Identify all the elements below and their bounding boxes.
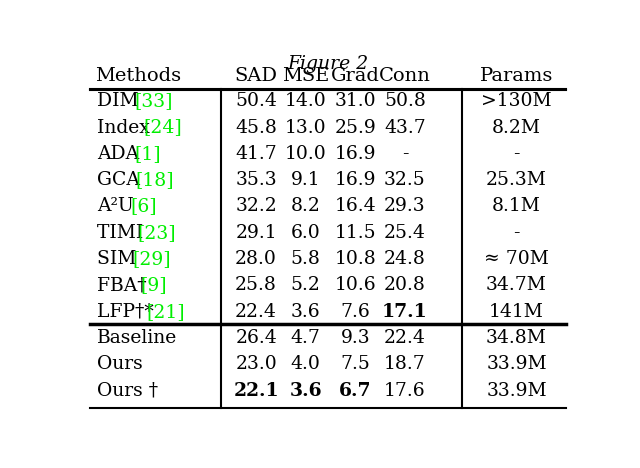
Text: 25.3M: 25.3M (486, 171, 547, 189)
Text: FBA†: FBA† (97, 276, 153, 294)
Text: 13.0: 13.0 (285, 118, 326, 137)
Text: 17.6: 17.6 (384, 381, 426, 400)
Text: 10.8: 10.8 (335, 250, 376, 268)
Text: 10.0: 10.0 (285, 145, 326, 163)
Text: [6]: [6] (131, 197, 157, 215)
Text: 29.1: 29.1 (236, 224, 277, 242)
Text: 3.6: 3.6 (289, 381, 322, 400)
Text: 31.0: 31.0 (335, 92, 376, 110)
Text: >130M: >130M (481, 92, 552, 110)
Text: 32.2: 32.2 (236, 197, 277, 215)
Text: 26.4: 26.4 (236, 329, 277, 347)
Text: 43.7: 43.7 (384, 118, 426, 137)
Text: 25.8: 25.8 (235, 276, 277, 294)
Text: [24]: [24] (143, 118, 182, 137)
Text: [29]: [29] (132, 250, 171, 268)
Text: [33]: [33] (134, 92, 173, 110)
Text: [23]: [23] (138, 224, 177, 242)
Text: 8.1M: 8.1M (492, 197, 541, 215)
Text: DIM: DIM (97, 92, 145, 110)
Text: Ours: Ours (97, 355, 143, 373)
Text: -: - (513, 145, 520, 163)
Text: 45.8: 45.8 (235, 118, 277, 137)
Text: 16.4: 16.4 (335, 197, 376, 215)
Text: SAD: SAD (235, 67, 278, 85)
Text: 8.2M: 8.2M (492, 118, 541, 137)
Text: 25.9: 25.9 (335, 118, 376, 137)
Text: 141M: 141M (489, 303, 544, 321)
Text: 10.6: 10.6 (335, 276, 376, 294)
Text: 34.8M: 34.8M (486, 329, 547, 347)
Text: 24.8: 24.8 (384, 250, 426, 268)
Text: 22.1: 22.1 (233, 381, 279, 400)
Text: Index: Index (97, 118, 156, 137)
Text: 11.5: 11.5 (335, 224, 376, 242)
Text: GCA: GCA (97, 171, 146, 189)
Text: 9.1: 9.1 (291, 171, 321, 189)
Text: 7.5: 7.5 (340, 355, 370, 373)
Text: A²U: A²U (97, 197, 140, 215)
Text: 4.7: 4.7 (291, 329, 321, 347)
Text: 50.4: 50.4 (235, 92, 277, 110)
Text: [18]: [18] (135, 171, 174, 189)
Text: 28.0: 28.0 (235, 250, 277, 268)
Text: 20.8: 20.8 (384, 276, 426, 294)
Text: TIMI: TIMI (97, 224, 150, 242)
Text: 22.4: 22.4 (384, 329, 426, 347)
Text: 5.2: 5.2 (291, 276, 321, 294)
Text: 50.8: 50.8 (384, 92, 426, 110)
Text: 32.5: 32.5 (384, 171, 426, 189)
Text: 22.4: 22.4 (235, 303, 277, 321)
Text: 9.3: 9.3 (340, 329, 370, 347)
Text: 33.9M: 33.9M (486, 381, 547, 400)
Text: ≈ 70M: ≈ 70M (484, 250, 549, 268)
Text: 8.2: 8.2 (291, 197, 321, 215)
Text: 18.7: 18.7 (384, 355, 426, 373)
Text: 6.0: 6.0 (291, 224, 321, 242)
Text: Baseline: Baseline (97, 329, 178, 347)
Text: 23.0: 23.0 (236, 355, 277, 373)
Text: 29.3: 29.3 (384, 197, 426, 215)
Text: [21]: [21] (146, 303, 184, 321)
Text: Conn: Conn (379, 67, 431, 85)
Text: [9]: [9] (140, 276, 167, 294)
Text: Params: Params (480, 67, 553, 85)
Text: 17.1: 17.1 (382, 303, 428, 321)
Text: 4.0: 4.0 (291, 355, 321, 373)
Text: 25.4: 25.4 (384, 224, 426, 242)
Text: -: - (402, 145, 408, 163)
Text: 34.7M: 34.7M (486, 276, 547, 294)
Text: ADA: ADA (97, 145, 145, 163)
Text: 16.9: 16.9 (335, 171, 376, 189)
Text: Figure 2: Figure 2 (287, 55, 369, 73)
Text: [1]: [1] (134, 145, 161, 163)
Text: 6.7: 6.7 (339, 381, 372, 400)
Text: 35.3: 35.3 (236, 171, 277, 189)
Text: LFP†*: LFP†* (97, 303, 160, 321)
Text: MSE: MSE (282, 67, 330, 85)
Text: 14.0: 14.0 (285, 92, 326, 110)
Text: Ours †: Ours † (97, 381, 159, 400)
Text: 16.9: 16.9 (335, 145, 376, 163)
Text: 5.8: 5.8 (291, 250, 321, 268)
Text: 33.9M: 33.9M (486, 355, 547, 373)
Text: 7.6: 7.6 (340, 303, 370, 321)
Text: 3.6: 3.6 (291, 303, 321, 321)
Text: Methods: Methods (95, 67, 181, 85)
Text: -: - (513, 224, 520, 242)
Text: Grad: Grad (331, 67, 380, 85)
Text: SIM: SIM (97, 250, 143, 268)
Text: 41.7: 41.7 (236, 145, 277, 163)
